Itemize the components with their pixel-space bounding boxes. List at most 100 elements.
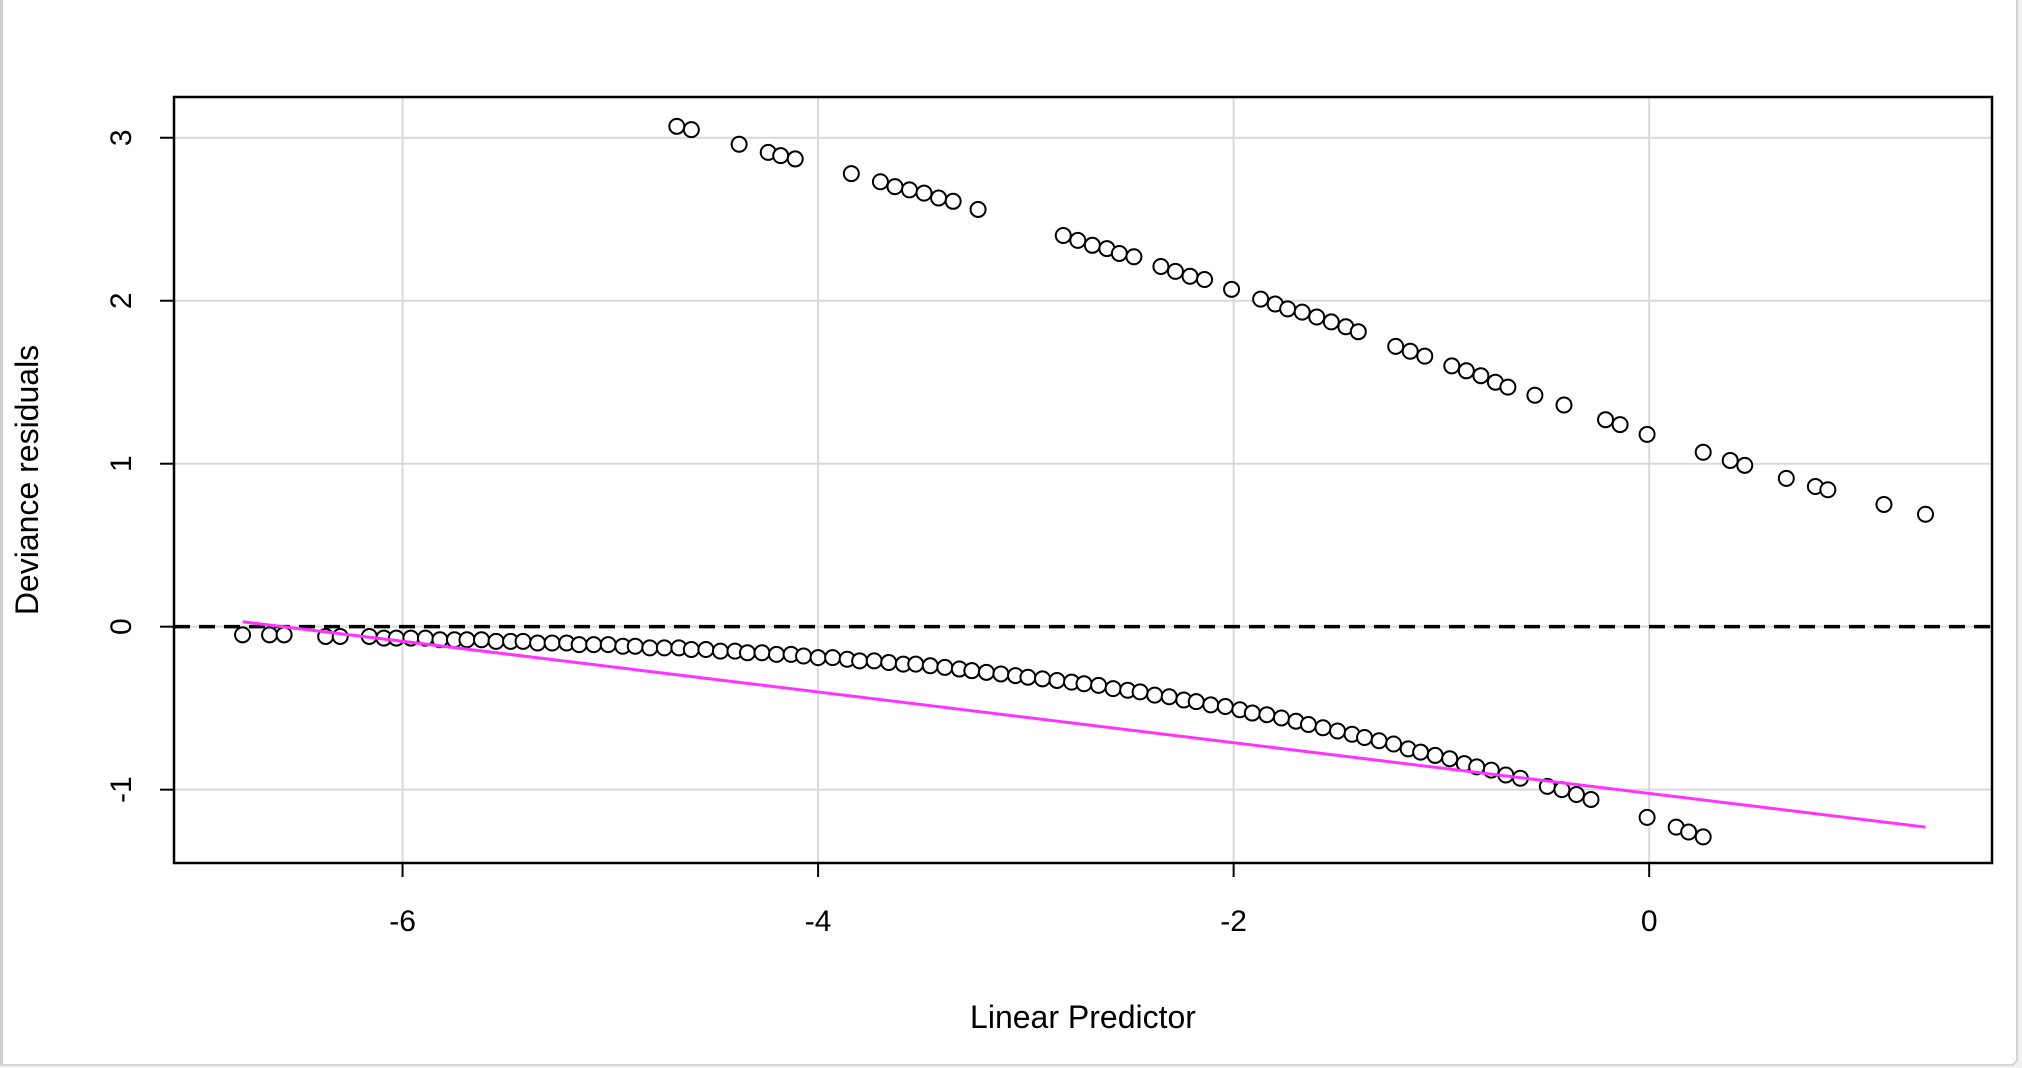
data-point xyxy=(1146,686,1164,704)
data-point xyxy=(963,662,981,680)
data-point xyxy=(1196,271,1214,289)
data-point xyxy=(1258,706,1276,724)
data-point xyxy=(915,184,933,202)
data-point xyxy=(1054,227,1072,245)
data-point xyxy=(1597,411,1615,429)
data-point xyxy=(668,117,686,135)
data-point xyxy=(1069,231,1087,249)
data-point xyxy=(1279,300,1297,318)
data-point xyxy=(1777,469,1795,487)
data-point xyxy=(711,642,729,660)
data-point xyxy=(772,147,790,165)
y-tick-label: 1 xyxy=(105,455,138,472)
data-points xyxy=(234,117,1935,846)
data-point xyxy=(1567,786,1585,804)
data-point xyxy=(1293,303,1311,321)
data-point xyxy=(1412,743,1430,761)
data-point xyxy=(514,632,532,650)
data-point xyxy=(1694,828,1712,846)
data-point xyxy=(1166,262,1184,280)
data-point xyxy=(1349,323,1367,341)
data-point xyxy=(1472,367,1490,385)
data-point xyxy=(809,649,827,667)
data-point xyxy=(1736,456,1754,474)
data-point xyxy=(1443,357,1461,375)
data-point xyxy=(1441,750,1459,768)
grid-lines xyxy=(174,97,1992,863)
data-point xyxy=(936,658,954,676)
data-point xyxy=(1272,709,1290,727)
data-point xyxy=(921,657,939,675)
x-axis-title: Linear Predictor xyxy=(970,999,1196,1035)
smooth-line xyxy=(242,620,1926,829)
window-edge xyxy=(0,0,3,1064)
x-tick-label: -2 xyxy=(1220,905,1247,938)
data-point xyxy=(458,631,476,649)
data-point xyxy=(275,626,293,644)
data-point xyxy=(543,634,561,652)
data-point xyxy=(930,189,948,207)
data-point xyxy=(1152,257,1170,275)
data-point xyxy=(1680,823,1698,841)
data-point xyxy=(1048,671,1066,689)
y-tick-label: -1 xyxy=(105,776,138,803)
data-point xyxy=(944,192,962,210)
data-point xyxy=(697,640,715,658)
data-point xyxy=(1638,425,1656,443)
data-point xyxy=(1243,704,1261,722)
data-point xyxy=(768,645,786,663)
data-point xyxy=(1187,693,1205,711)
data-point xyxy=(599,636,617,654)
data-point xyxy=(795,647,813,665)
data-point xyxy=(1819,481,1837,499)
data-point xyxy=(1329,722,1347,740)
data-point xyxy=(655,639,673,657)
data-point xyxy=(1019,668,1037,686)
data-point xyxy=(786,150,804,168)
data-point xyxy=(1611,416,1629,434)
x-tick-label: 0 xyxy=(1641,905,1658,938)
y-tick-label: 2 xyxy=(105,292,138,309)
data-point xyxy=(1638,808,1656,826)
data-point xyxy=(1131,683,1149,701)
data-point xyxy=(824,649,842,667)
y-tick-label: 3 xyxy=(105,129,138,146)
data-point xyxy=(1499,378,1517,396)
y-tick-label: 0 xyxy=(105,618,138,635)
data-point xyxy=(1555,396,1573,414)
data-point xyxy=(1125,248,1143,266)
y-axis-title: Deviance residuals xyxy=(9,345,45,615)
data-point xyxy=(851,652,869,670)
data-point xyxy=(473,631,491,649)
data-point xyxy=(871,173,889,191)
data-point xyxy=(487,632,505,650)
data-point xyxy=(977,663,995,681)
data-point xyxy=(1216,698,1234,716)
data-point xyxy=(865,652,883,670)
data-point xyxy=(901,181,919,199)
x-tick-label: -6 xyxy=(389,905,416,938)
x-axis: -6 -4 -2 0 xyxy=(389,863,1658,938)
data-point xyxy=(1202,696,1220,714)
data-point xyxy=(1308,308,1326,326)
x-tick-label: -4 xyxy=(805,905,832,938)
data-point xyxy=(730,135,748,153)
data-point xyxy=(1694,443,1712,461)
data-point xyxy=(1917,505,1935,523)
data-point xyxy=(1401,342,1419,360)
data-point xyxy=(387,629,405,647)
data-point xyxy=(1083,236,1101,254)
data-point xyxy=(1160,688,1178,706)
data-point xyxy=(1090,676,1108,694)
data-point xyxy=(1075,675,1093,693)
data-point xyxy=(738,644,756,662)
data-point xyxy=(1385,735,1403,753)
data-point xyxy=(753,644,771,662)
data-point xyxy=(1875,495,1893,513)
data-point xyxy=(1457,362,1475,380)
data-point xyxy=(886,178,904,196)
data-point xyxy=(1582,790,1600,808)
data-point xyxy=(1356,729,1374,747)
data-point xyxy=(1721,451,1739,469)
smooth-curve xyxy=(242,620,1926,829)
